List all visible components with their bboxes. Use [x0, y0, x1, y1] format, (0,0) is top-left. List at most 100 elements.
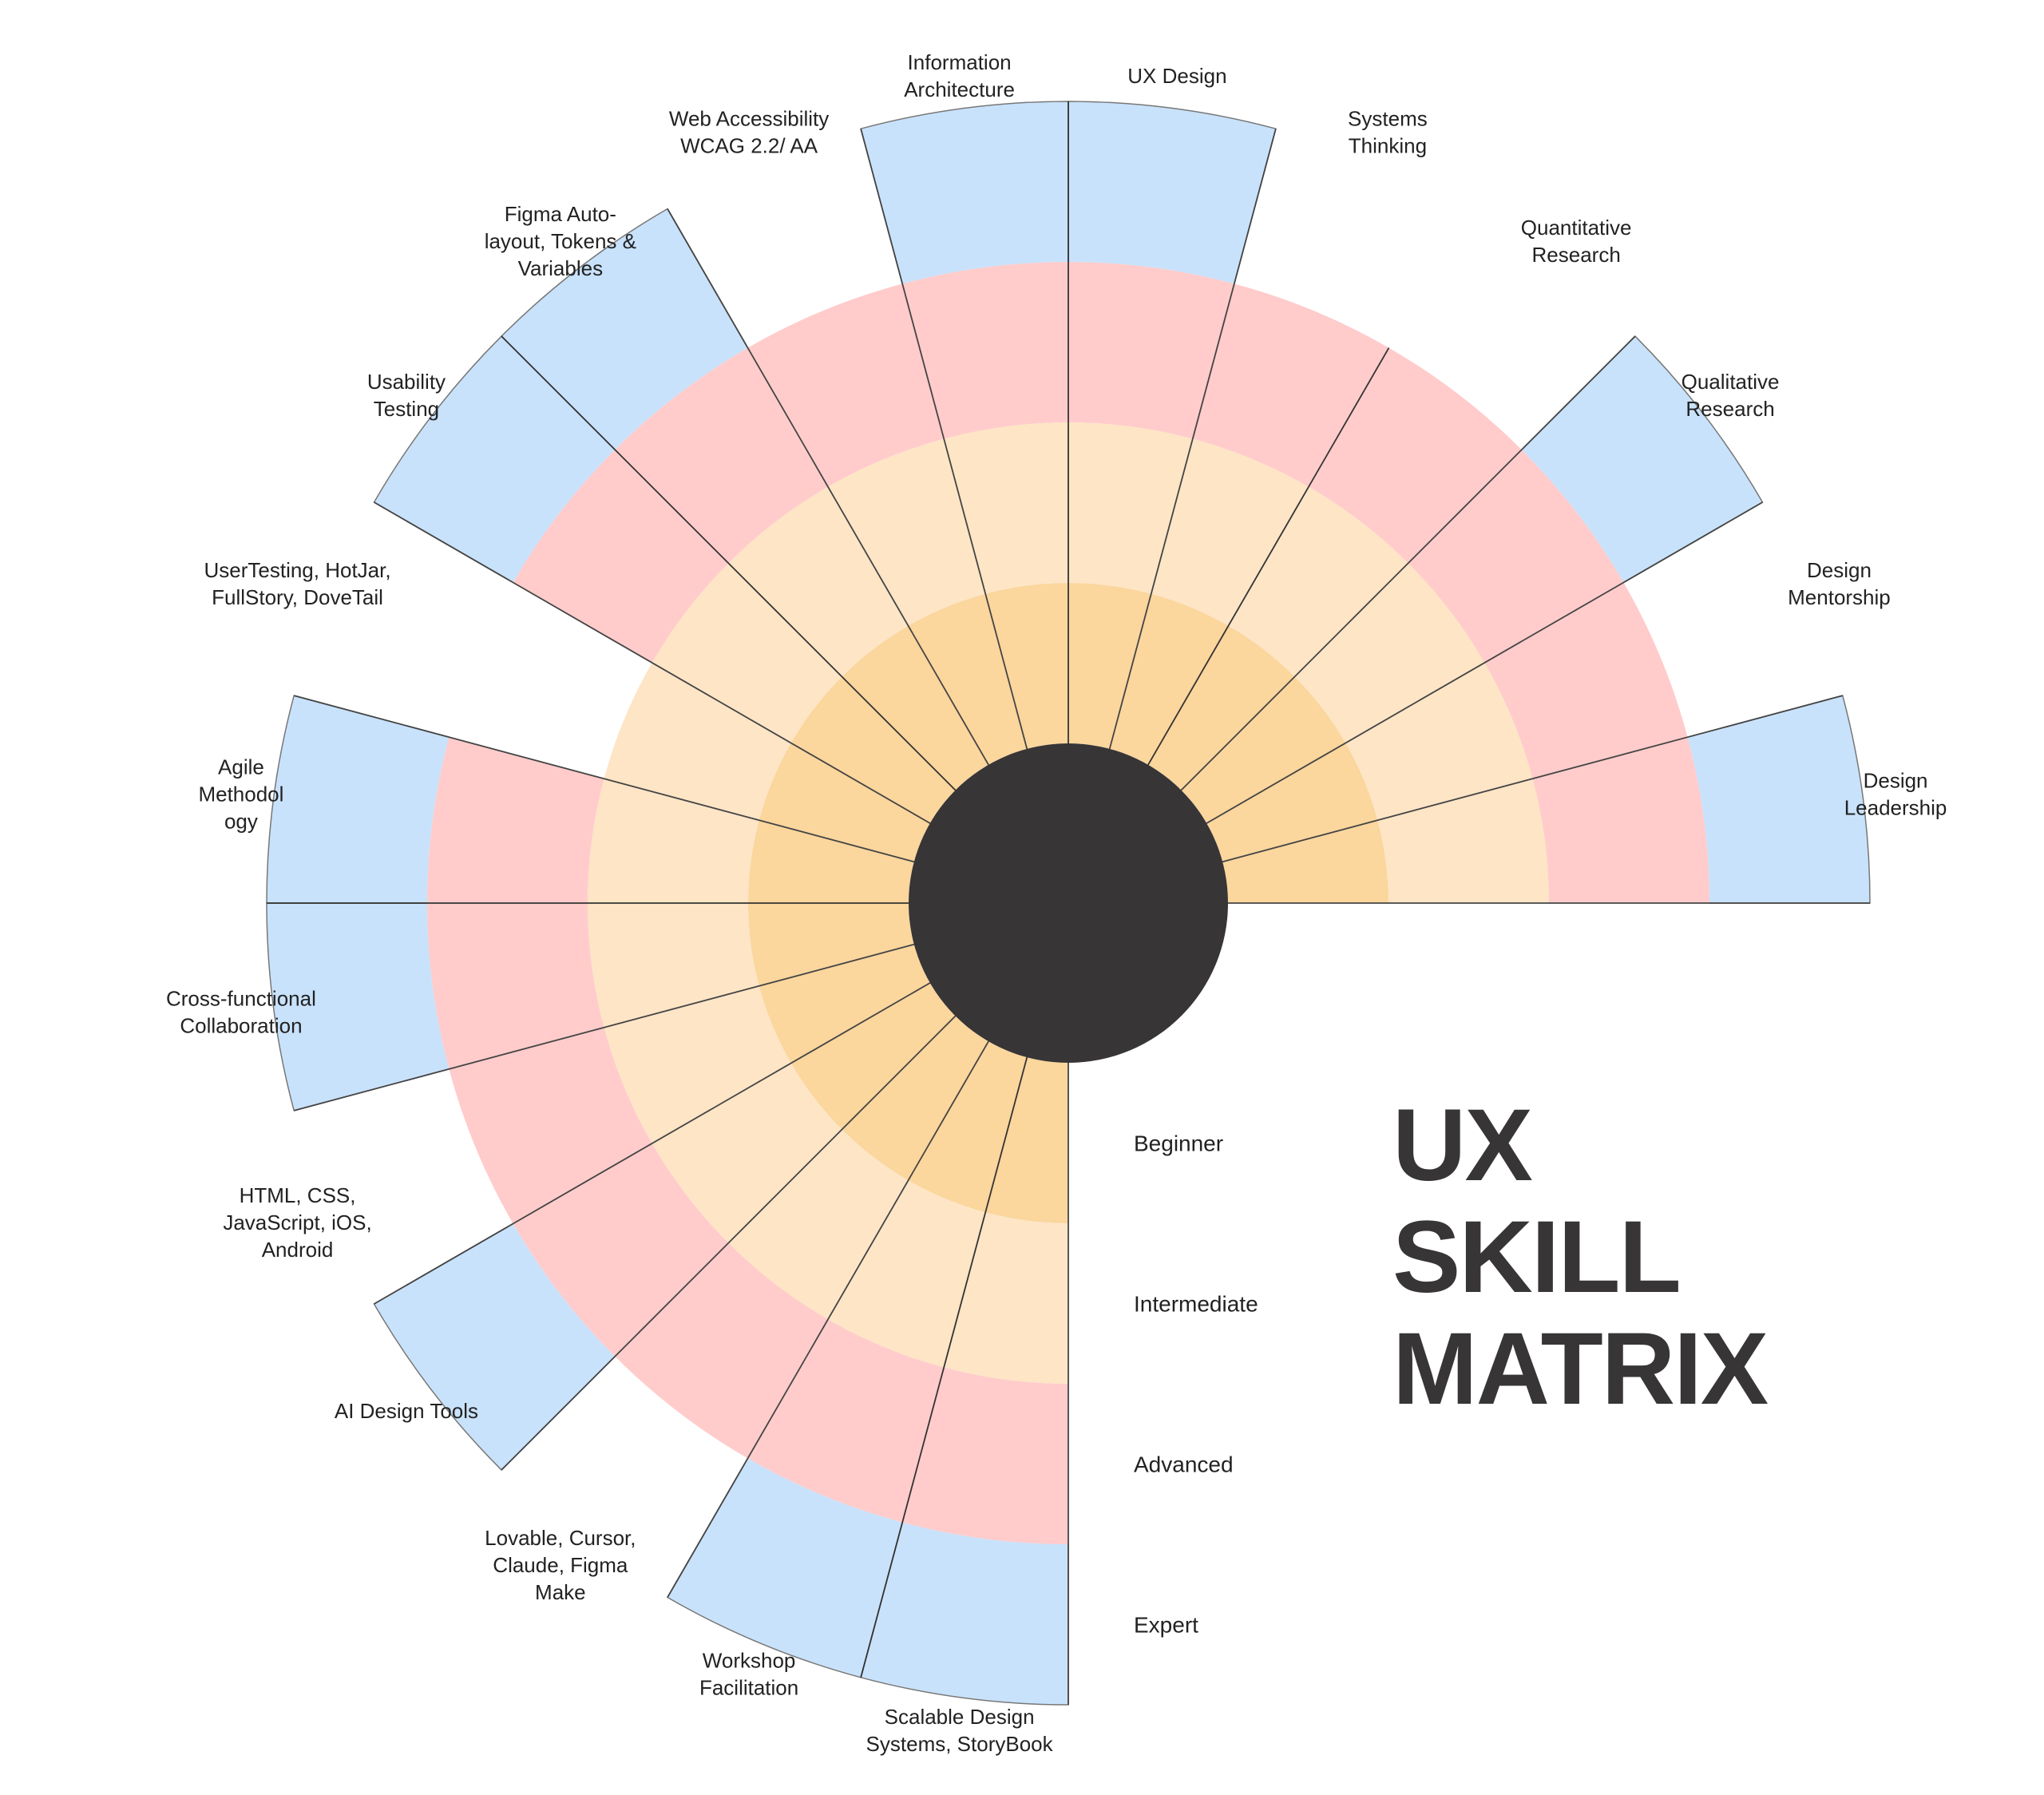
level-label: Intermediate — [1134, 1292, 1258, 1317]
skill-sector — [1148, 347, 1522, 791]
level-band — [1151, 438, 1309, 626]
level-band — [747, 1319, 945, 1523]
expert-band-outline — [266, 695, 450, 904]
level-band — [374, 336, 616, 583]
level-band — [267, 695, 450, 903]
skill-sector — [266, 902, 914, 1111]
skill-sector — [747, 283, 1028, 765]
skill-sector — [860, 101, 1069, 749]
page-title: UX SKILL MATRIX — [1392, 1088, 1769, 1426]
level-band — [790, 983, 956, 1130]
skill-label: Agile Methodol ogy — [198, 755, 283, 834]
sector-divider — [860, 128, 1030, 757]
skill-labels: Design Leadership Design Mentorship Qualitat… — [166, 50, 1947, 1756]
skill-sector — [666, 1041, 1028, 1678]
level-band — [944, 422, 1068, 594]
sector-dividers — [267, 101, 1870, 1705]
skill-sector — [501, 208, 988, 791]
level-band — [790, 676, 956, 823]
level-band — [842, 625, 988, 791]
skill-label: Qualitative Research — [1682, 370, 1780, 421]
level-band — [944, 1212, 1068, 1384]
skill-label: UserTesting, HotJar, FullStory, DoveTail — [204, 558, 390, 609]
level-label: Expert — [1134, 1613, 1198, 1638]
skill-sector — [266, 695, 914, 904]
level-band — [1345, 663, 1533, 821]
level-band — [1521, 336, 1763, 583]
sector-divider — [860, 1049, 1030, 1678]
sector-divider — [501, 335, 962, 797]
sector-divider — [501, 1009, 962, 1471]
skill-label: AI Design Tools — [335, 1399, 478, 1423]
skill-sector — [449, 944, 930, 1224]
expert-band-outline — [860, 1522, 1069, 1706]
expert-band-outline — [1521, 335, 1764, 584]
level-label: Advanced — [1134, 1452, 1234, 1477]
level-band — [1484, 582, 1688, 779]
level-band — [759, 743, 930, 862]
skill-sector — [1181, 335, 1764, 823]
skill-label: Quantitative Research — [1521, 216, 1632, 267]
level-band — [604, 663, 791, 821]
level-band — [449, 1027, 652, 1224]
level-band — [652, 563, 842, 743]
expert-band-outline — [373, 335, 616, 584]
level-band — [728, 1129, 909, 1320]
level-band — [604, 985, 791, 1143]
level-label: Beginner — [1134, 1131, 1223, 1156]
level-band — [1068, 262, 1234, 439]
level-band — [908, 1041, 1028, 1213]
level-band — [828, 438, 986, 626]
sector-divider — [667, 208, 993, 772]
skill-sector — [1222, 695, 1871, 904]
level-band — [748, 820, 914, 903]
skill-label: Systems Thinking — [1348, 107, 1428, 158]
skill-sector — [1206, 582, 1688, 862]
expert-band-outline — [266, 902, 450, 1111]
level-band — [267, 903, 450, 1111]
level-band — [728, 486, 909, 677]
level-band — [1408, 450, 1624, 663]
level-band — [588, 903, 759, 1028]
skill-label: Figma Auto-layout, Tokens & Variables — [485, 202, 636, 280]
expert-band-outline — [1068, 101, 1277, 284]
level-band — [1228, 486, 1408, 677]
sector-divider — [1214, 695, 1844, 865]
sector-divider — [374, 501, 937, 828]
level-band — [427, 737, 604, 903]
skill-label: Design Leadership — [1844, 769, 1947, 820]
skill-label: Lovable, Cursor, Claude, Figma Make — [485, 1526, 636, 1604]
level-band — [1192, 283, 1389, 487]
level-band — [652, 1063, 842, 1243]
skill-sectors — [266, 101, 1871, 1706]
level-band — [667, 1458, 903, 1678]
center-hub — [909, 743, 1228, 1063]
level-band — [1148, 625, 1295, 791]
level-band — [1206, 743, 1378, 862]
level-band — [374, 1223, 616, 1470]
expert-band-outline — [501, 208, 749, 450]
level-band — [1309, 347, 1522, 564]
skill-sector — [373, 335, 956, 823]
level-band — [1687, 695, 1870, 903]
level-band — [615, 347, 828, 564]
level-band — [1068, 583, 1151, 749]
sector-divider — [1143, 347, 1390, 772]
level-legend: Beginner Intermediate Advanced Expert — [1134, 1131, 1258, 1638]
level-band — [1222, 820, 1388, 903]
sector-divider — [293, 941, 922, 1111]
skill-label: Design Mentorship — [1788, 558, 1891, 609]
skill-label: UX Design — [1127, 64, 1226, 88]
sector-divider — [1175, 335, 1636, 797]
expert-band-outline — [860, 101, 1069, 284]
skill-label: Workshop Facilitation — [699, 1648, 798, 1699]
level-band — [985, 583, 1068, 749]
level-band — [747, 283, 945, 487]
level-band — [588, 779, 759, 903]
expert-band-outline — [666, 1458, 903, 1678]
skill-sector — [1109, 283, 1389, 765]
sector-divider — [374, 978, 937, 1305]
sector-divider — [1107, 128, 1277, 757]
skill-label: Information Architecture — [904, 50, 1015, 101]
